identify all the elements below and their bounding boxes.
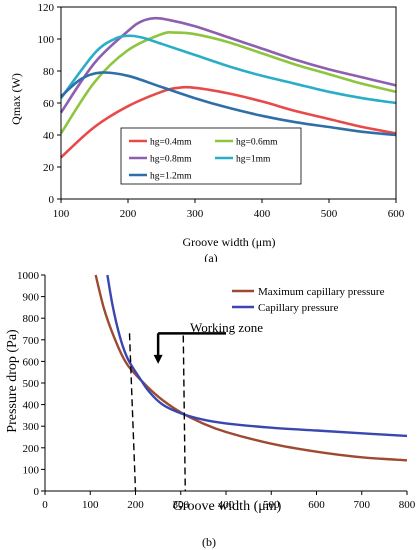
chart-b-y-axis-label: Pressure drop (Pa) (5, 329, 20, 433)
chart-b-curves (94, 274, 408, 462)
chart-a-x-tick-label-4: 500 (321, 208, 338, 220)
chart-b-y-tick-label-6: 600 (23, 356, 40, 368)
chart-b-working-zone (128, 332, 226, 492)
chart-b-y-tick-label-8: 800 (23, 313, 40, 325)
chart-a-series-line-2 (59, 31, 397, 135)
chart-a-x-axis-label: Groove width (μm) (182, 235, 275, 249)
chart-b-series-line-2 (106, 274, 408, 438)
chart-a-x-tick-label-0: 100 (53, 208, 70, 220)
chart-a-y-tick-label-3: 60 (43, 98, 55, 110)
chart-a-curves (59, 16, 397, 159)
chart-a-y-tick-label-2: 40 (43, 130, 55, 142)
working-zone-annotation: Working zone (190, 320, 263, 335)
chart-a-x-tick-label-5: 600 (388, 208, 405, 220)
chart-b-legend-label-1: Maximum capillary pressure (258, 286, 385, 298)
chart-b-axes: 0 100 200 300 400 500 600 700 800 0 100 200 300 400 50… (17, 270, 416, 511)
chart-b-y-tick-label-4: 400 (23, 400, 40, 412)
chart-a-legend-label-4: hg=1mm (236, 155, 271, 165)
chart-b-x-axis-label: Groove width (μm) (173, 499, 282, 514)
chart-b-x-tick-label-5: 500 (263, 499, 280, 511)
chart-b-y-tick-label-10: 1000 (17, 270, 40, 282)
working-zone-right-boundary (182, 335, 186, 492)
chart-a-y-axis-label: Qmax (W) (9, 73, 23, 125)
chart-a-panel-label: (a) (204, 251, 217, 262)
chart-a: 100 200 300 400 500 600 0 20 40 60 80 100 120 hg=0.4… (9, 2, 405, 262)
chart-a-x-tick-label-3: 400 (254, 208, 271, 220)
chart-b-x-tick-label-6: 600 (308, 499, 325, 511)
chart-a-axes: 100 200 300 400 500 600 0 20 40 60 80 100 120 (38, 2, 405, 220)
chart-a-legend-label-1: hg=0.4mm (150, 138, 192, 148)
chart-b-y-tick-label-2: 200 (23, 443, 40, 455)
chart-a-y-tick-label-0: 0 (49, 194, 55, 206)
chart-b-x-tick-label-8: 800 (399, 499, 416, 511)
chart-b-y-tick-label-9: 900 (23, 292, 40, 304)
chart-b-legend-label-2: Capillary pressure (258, 302, 338, 314)
chart-b-x-tick-label-0: 0 (42, 499, 48, 511)
chart-b-y-tick-label-1: 100 (23, 464, 40, 476)
chart-a-legend-label-3: hg=0.8mm (150, 155, 192, 165)
chart-b-x-tick-label-2: 200 (127, 499, 144, 511)
chart-b-y-tick-label-0: 0 (34, 486, 40, 498)
chart-b-y-tick-label-5: 500 (23, 378, 40, 390)
chart-b-y-tick-label-3: 300 (23, 421, 40, 433)
chart-b-y-tick-label-7: 700 (23, 335, 40, 347)
chart-b-x-tick-label-3: 300 (173, 499, 190, 511)
chart-b-x-tick-label-7: 700 (354, 499, 371, 511)
working-zone-left-boundary (128, 333, 137, 492)
chart-b-legend: Maximum capillary pressure Capillary pres… (232, 286, 385, 314)
chart-a-x-tick-label-1: 200 (120, 208, 137, 220)
chart-a-y-tick-label-5: 100 (38, 34, 55, 46)
chart-a-x-tick-label-2: 300 (187, 208, 204, 220)
chart-b-x-tick-label-4: 400 (218, 499, 235, 511)
chart-a-y-tick-label-1: 20 (43, 162, 55, 174)
chart-a-legend-box (120, 127, 302, 185)
chart-a-legend-label-5: hg=1.2mm (150, 172, 192, 182)
chart-a-legend-label-2: hg=0.6mm (236, 138, 278, 148)
chart-a-y-tick-label-6: 120 (38, 2, 55, 14)
chart-b-panel-label: (b) (202, 535, 216, 549)
chart-a-series-line-3 (59, 16, 397, 114)
chart-a-legend: hg=0.4mm hg=0.6mm hg=0.8mm hg=1mm hg=1.2mm (120, 127, 302, 185)
chart-b: 0 100 200 300 400 500 600 700 800 0 100 200 300 400 50… (5, 270, 416, 549)
chart-b-x-tick-label-1: 100 (82, 499, 99, 511)
chart-a-series-line-1 (60, 85, 397, 159)
working-zone-arrow-head (153, 354, 163, 364)
chart-a-series-line-4 (59, 34, 397, 105)
chart-a-y-tick-label-4: 80 (43, 66, 55, 78)
chart-a-series-line-5 (60, 71, 397, 137)
